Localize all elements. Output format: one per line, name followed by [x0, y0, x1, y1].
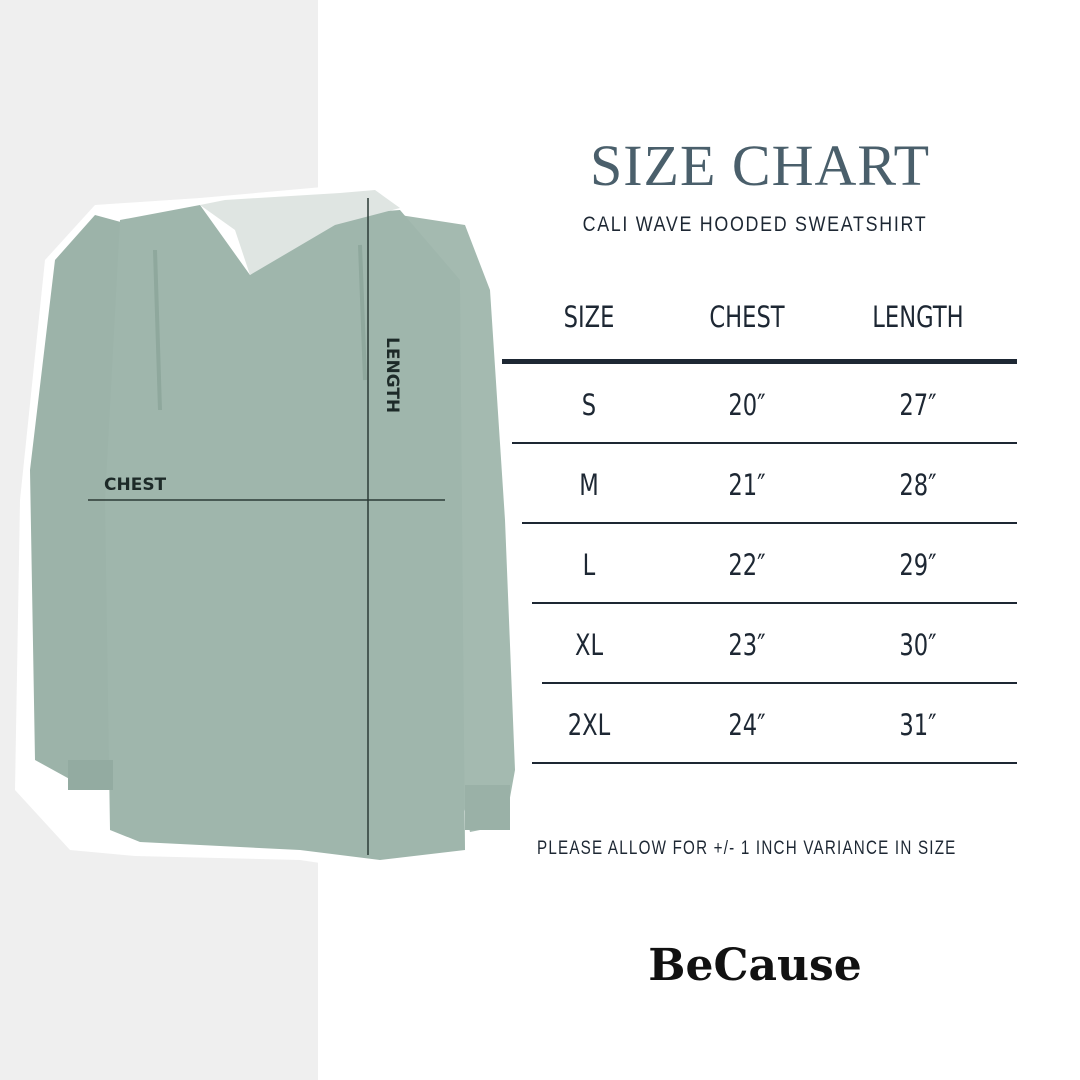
length-label: LENGTH [382, 337, 402, 413]
hood [200, 190, 400, 275]
table-cell-length: 30″ [899, 628, 937, 662]
table-cell-length: 31″ [899, 708, 937, 742]
row-divider [532, 762, 1017, 764]
chest-label: CHEST [104, 475, 167, 495]
sweatshirt-diagram: CHEST LENGTH [15, 185, 525, 872]
drawstring-left [153, 249, 162, 411]
row-divider [512, 442, 1017, 444]
table-cell-length: 27″ [899, 388, 937, 422]
page-title: SIZE CHART [589, 133, 931, 198]
table-cell-chest: 21″ [728, 468, 766, 502]
table-cell-size: L [582, 548, 596, 582]
size-variance-note: PLEASE ALLOW FOR +/- 1 INCH VARIANCE IN … [537, 838, 957, 859]
body [105, 205, 465, 860]
table-cell-length: 29″ [899, 548, 937, 582]
row-divider [522, 522, 1017, 524]
drawstring-right [358, 244, 367, 381]
cuff-left [68, 760, 113, 790]
table-cell-size: XL [574, 628, 604, 662]
row-divider [532, 602, 1017, 604]
row-divider [542, 682, 1017, 684]
brand-logo: BeCause [648, 940, 862, 991]
table-cell-chest: 22″ [728, 548, 766, 582]
product-name: CALI WAVE HOODED SWEATSHIRT [582, 213, 928, 236]
table-cell-length: 28″ [899, 468, 937, 502]
table-cell-size: M [579, 468, 599, 502]
table-cell-size: S [581, 388, 597, 422]
column-header-size: SIZE [563, 300, 615, 334]
cuff-right [465, 785, 510, 830]
table-cell-chest: 24″ [728, 708, 766, 742]
table-cell-chest: 20″ [728, 388, 766, 422]
table-cell-size: 2XL [567, 708, 611, 742]
column-header-length: LENGTH [872, 300, 964, 334]
column-header-chest: CHEST [709, 300, 785, 334]
table-cell-chest: 23″ [728, 628, 766, 662]
header-divider [502, 359, 1017, 364]
